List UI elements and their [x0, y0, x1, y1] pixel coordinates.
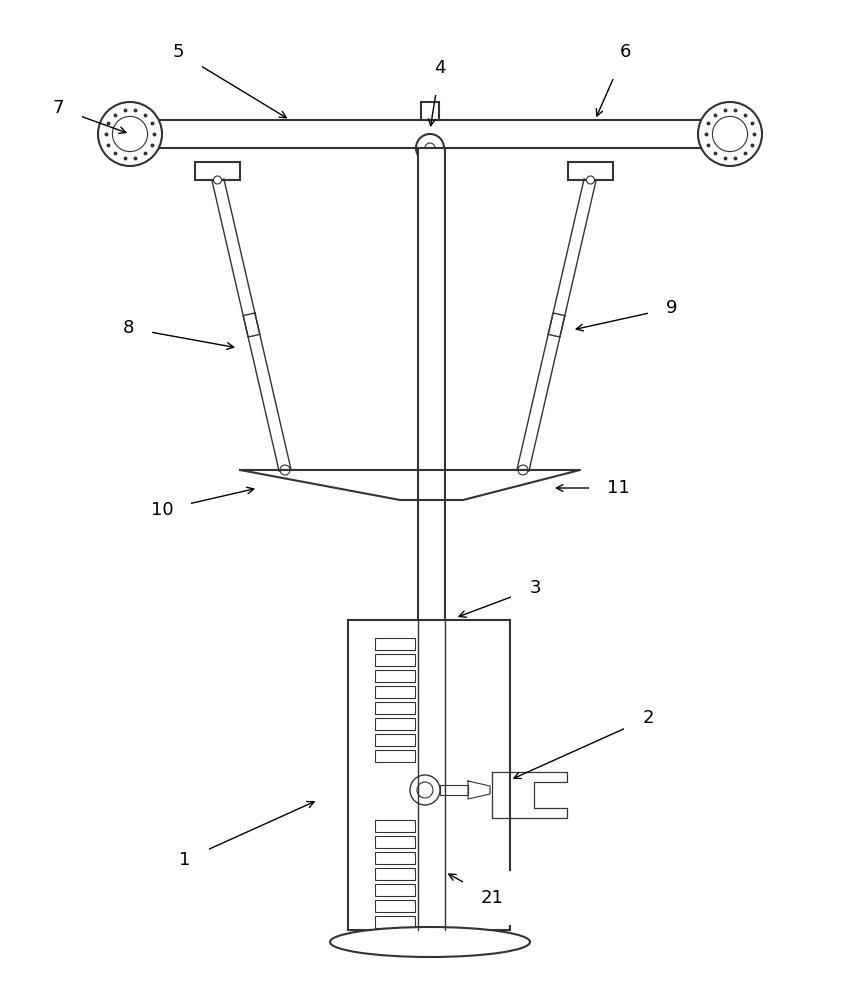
Bar [375, 852, 415, 864]
Bar [375, 932, 415, 944]
Bar [375, 670, 415, 682]
Bar [375, 916, 415, 928]
Circle shape [213, 176, 222, 184]
Text: 1: 1 [180, 851, 191, 869]
Circle shape [712, 116, 747, 152]
Bar [348, 620, 510, 930]
Bar [195, 162, 240, 180]
Text: 10: 10 [150, 501, 174, 519]
Circle shape [698, 102, 762, 166]
Text: 11: 11 [606, 479, 630, 497]
Bar [375, 734, 415, 746]
Circle shape [417, 782, 433, 798]
Ellipse shape [330, 927, 530, 957]
Bar [418, 148, 445, 645]
Circle shape [410, 775, 440, 805]
Text: 5: 5 [172, 43, 184, 61]
Text: 7: 7 [52, 99, 64, 117]
Bar [568, 162, 613, 180]
Bar [375, 750, 415, 762]
Bar [375, 702, 415, 714]
Bar [375, 638, 415, 650]
Circle shape [113, 116, 148, 152]
Bar [375, 836, 415, 848]
Text: 9: 9 [666, 299, 678, 317]
Bar [375, 686, 415, 698]
Text: 6: 6 [619, 43, 630, 61]
Bar [120, 120, 740, 148]
Text: 4: 4 [434, 59, 445, 77]
Bar [375, 884, 415, 896]
Bar [440, 785, 468, 795]
Bar [375, 718, 415, 730]
Circle shape [425, 143, 435, 153]
Bar [375, 868, 415, 880]
Circle shape [416, 134, 444, 162]
Bar [421, 102, 439, 120]
Bar [375, 820, 415, 832]
Circle shape [518, 465, 528, 475]
Circle shape [587, 176, 594, 184]
Text: 2: 2 [642, 709, 654, 727]
Circle shape [280, 465, 290, 475]
Circle shape [98, 102, 162, 166]
Text: 21: 21 [481, 889, 503, 907]
Text: 8: 8 [122, 319, 133, 337]
Text: 3: 3 [529, 579, 541, 597]
Bar [375, 900, 415, 912]
Bar [375, 654, 415, 666]
